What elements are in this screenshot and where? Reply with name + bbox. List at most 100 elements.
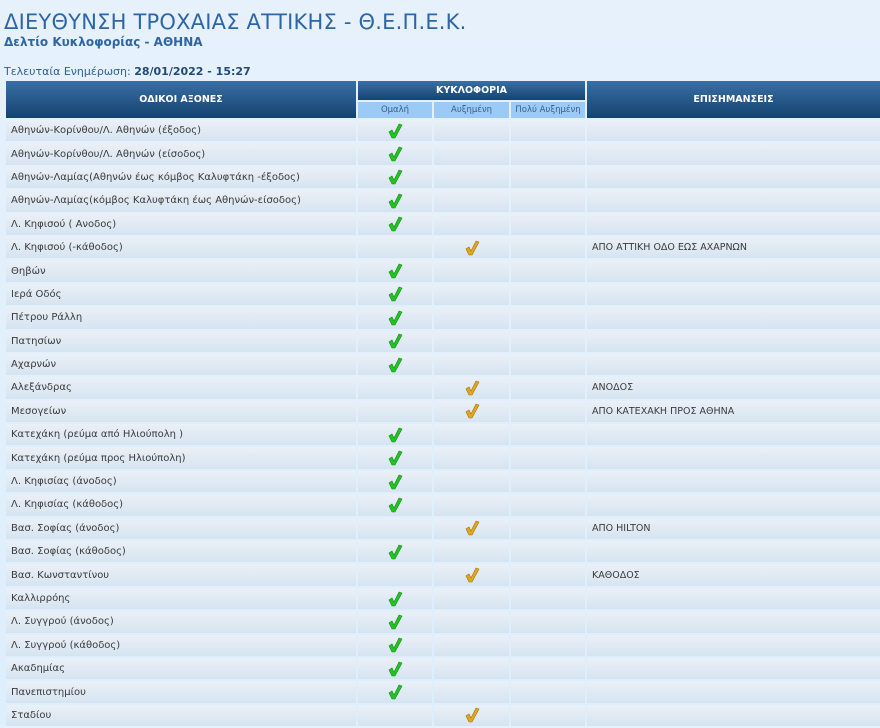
table-row: Αθηνών-Λαμίας(Αθηνών έως κόμβος Καλυφτάκ… bbox=[6, 166, 880, 189]
road-name: Αθηνών-Κορίνθου/Λ. Αθηνών (είσοδος) bbox=[6, 143, 356, 165]
page-header: ΔΙΕΥΘΥΝΣΗ ΤΡΟΧΑΙΑΣ ΑΤΤΙΚΗΣ - Θ.Ε.Π.Ε.Κ. … bbox=[4, 10, 467, 49]
road-name: Αχαρνών bbox=[6, 353, 356, 376]
table-row: Λ. Κηφισίας (κάθοδος) bbox=[6, 494, 880, 516]
table-row: Ιερά Οδός bbox=[6, 283, 880, 306]
note bbox=[587, 494, 880, 516]
checkmark-icon bbox=[465, 708, 479, 723]
table-row: Λ. Συγγρού (άνοδος) bbox=[6, 611, 880, 633]
road-name: Αθηνών-Λαμίας(κόμβος Καλυφτάκη έως Αθηνώ… bbox=[6, 190, 356, 212]
note bbox=[587, 424, 880, 446]
road-name: Βασ. Κωνσταντίνου bbox=[6, 564, 356, 586]
table-row: Ακαδημίας bbox=[6, 657, 880, 680]
road-name: Μεσογείων bbox=[6, 400, 356, 423]
cell-very-increased bbox=[511, 494, 586, 516]
cell-increased bbox=[434, 377, 509, 399]
road-name: Κατεχάκη (ρεύμα προς Ηλιούπολη) bbox=[6, 447, 356, 469]
cell-very-increased bbox=[511, 587, 586, 610]
cell-normal bbox=[358, 611, 432, 633]
cell-increased bbox=[434, 330, 509, 352]
table-row: Αλεξάνδρας ΑΝΟΔΟΣ bbox=[6, 377, 880, 399]
table-row: Θηβών bbox=[6, 260, 880, 282]
cell-very-increased bbox=[511, 283, 586, 306]
cell-very-increased bbox=[511, 260, 586, 282]
cell-very-increased bbox=[511, 143, 586, 165]
table-row: Αθηνών-Κορίνθου/Λ. Αθηνών (έξοδος) bbox=[6, 120, 880, 142]
cell-very-increased bbox=[511, 657, 586, 680]
page-title: ΔΙΕΥΘΥΝΣΗ ΤΡΟΧΑΙΑΣ ΑΤΤΙΚΗΣ - Θ.Ε.Π.Ε.Κ. bbox=[4, 10, 467, 34]
road-name: Ακαδημίας bbox=[6, 657, 356, 680]
note bbox=[587, 447, 880, 469]
cell-increased bbox=[434, 564, 509, 586]
road-name: Αλεξάνδρας bbox=[6, 377, 356, 399]
cell-increased bbox=[434, 236, 509, 259]
checkmark-icon bbox=[388, 614, 403, 630]
road-name: Λ. Κηφισίας (κάθοδος) bbox=[6, 494, 356, 516]
cell-normal bbox=[358, 307, 432, 329]
road-name: Βασ. Σοφίας (κάθοδος) bbox=[6, 541, 356, 563]
table-row: Μεσογείων ΑΠΟ ΚΑΤΕΧΑΚΗ ΠΡΟΣ ΑΘΗΝΑ bbox=[6, 400, 880, 423]
cell-normal bbox=[358, 424, 432, 446]
cell-very-increased bbox=[511, 236, 586, 259]
cell-normal bbox=[358, 260, 432, 282]
checkmark-icon bbox=[465, 567, 479, 583]
note bbox=[587, 541, 880, 563]
header-roads: ΟΔΙΚΟΙ ΑΞΟΝΕΣ bbox=[6, 81, 356, 118]
note: ΑΠΟ HILTON bbox=[587, 517, 880, 540]
road-name: Ιερά Οδός bbox=[6, 283, 356, 306]
note: ΑΝΟΔΟΣ bbox=[587, 377, 880, 399]
road-name: Βασ. Σοφίας (άνοδος) bbox=[6, 517, 356, 540]
cell-increased bbox=[434, 424, 509, 446]
checkmark-icon bbox=[388, 357, 403, 372]
road-name: Αθηνών-Κορίνθου/Λ. Αθηνών (έξοδος) bbox=[6, 120, 356, 142]
cell-very-increased bbox=[511, 166, 586, 189]
update-value: 28/01/2022 - 15:27 bbox=[134, 65, 251, 78]
checkmark-icon bbox=[388, 263, 403, 279]
cell-increased bbox=[434, 190, 509, 212]
note bbox=[587, 657, 880, 680]
cell-very-increased bbox=[511, 611, 586, 633]
cell-normal bbox=[358, 190, 432, 212]
road-name: Λ. Συγγρού (κάθοδος) bbox=[6, 634, 356, 656]
cell-very-increased bbox=[511, 517, 586, 540]
header-level-increased: Αυξημένη bbox=[434, 102, 509, 118]
cell-increased bbox=[434, 634, 509, 656]
checkmark-icon bbox=[388, 450, 403, 466]
note bbox=[587, 143, 880, 165]
checkmark-icon bbox=[388, 216, 403, 232]
checkmark-icon bbox=[465, 240, 479, 255]
checkmark-icon bbox=[465, 404, 479, 419]
road-name: Λ. Κηφισού ( Ανοδος) bbox=[6, 213, 356, 235]
road-name: Αθηνών-Λαμίας(Αθηνών έως κόμβος Καλυφτάκ… bbox=[6, 166, 356, 189]
checkmark-icon bbox=[388, 637, 403, 653]
cell-increased bbox=[434, 470, 509, 493]
note bbox=[587, 307, 880, 329]
cell-increased bbox=[434, 213, 509, 235]
table-row: Βασ. Κωνσταντίνου ΚΑΘΟΔΟΣ bbox=[6, 564, 880, 586]
checkmark-icon bbox=[388, 123, 403, 138]
note bbox=[587, 681, 880, 703]
road-name: Θηβών bbox=[6, 260, 356, 282]
checkmark-icon bbox=[465, 520, 479, 536]
cell-normal bbox=[358, 283, 432, 306]
table-row: Βασ. Σοφίας (άνοδος) ΑΠΟ HILTON bbox=[6, 517, 880, 540]
traffic-table: ΟΔΙΚΟΙ ΑΞΟΝΕΣ ΚΥΚΛΟΦΟΡΙΑ ΕΠΙΣΗΜΑΝΣΕΙΣ Ομ… bbox=[4, 79, 880, 728]
cell-very-increased bbox=[511, 704, 586, 727]
road-name: Λ. Συγγρού (άνοδος) bbox=[6, 611, 356, 633]
checkmark-icon bbox=[388, 661, 403, 676]
cell-normal bbox=[358, 587, 432, 610]
checkmark-icon bbox=[388, 427, 403, 443]
cell-very-increased bbox=[511, 377, 586, 399]
cell-increased bbox=[434, 681, 509, 703]
cell-increased bbox=[434, 541, 509, 563]
note: ΑΠΟ ΚΑΤΕΧΑΚΗ ΠΡΟΣ ΑΘΗΝΑ bbox=[587, 400, 880, 423]
table-row: Πατησίων bbox=[6, 330, 880, 352]
checkmark-icon bbox=[388, 333, 403, 349]
checkmark-icon bbox=[465, 380, 479, 396]
cell-very-increased bbox=[511, 564, 586, 586]
table-row: Κατεχάκη (ρεύμα από Ηλιούπολη ) bbox=[6, 424, 880, 446]
road-name: Λ. Κηφισού (-κάθοδος) bbox=[6, 236, 356, 259]
cell-very-increased bbox=[511, 190, 586, 212]
cell-normal bbox=[358, 143, 432, 165]
cell-normal bbox=[358, 330, 432, 352]
cell-normal bbox=[358, 517, 432, 540]
